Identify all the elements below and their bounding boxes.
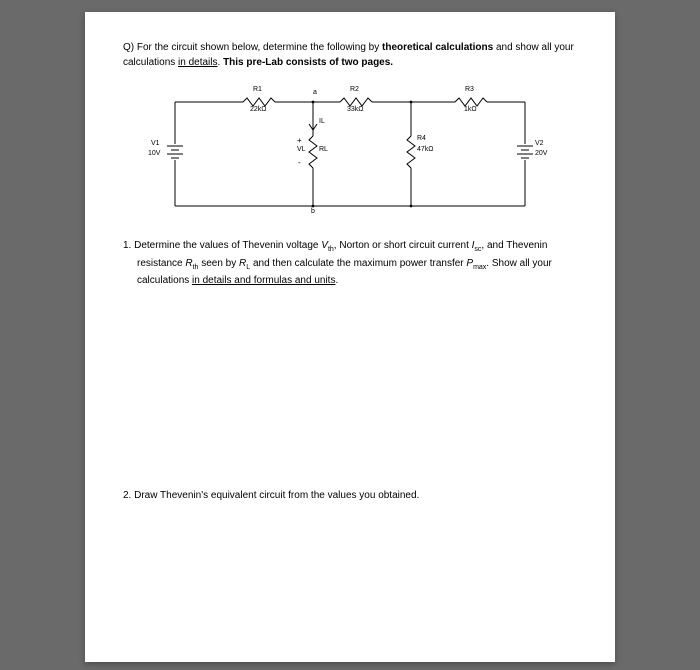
question-intro: Q) For the circuit shown below, determin… — [123, 40, 577, 70]
q1-t7: . — [335, 275, 338, 286]
q1-t4: seen by — [198, 258, 239, 269]
q1-t5: and then calculate the maximum power tra… — [250, 258, 466, 269]
v2-name: V2 — [535, 140, 544, 147]
intro-prefix: Q) For the circuit shown below, determin… — [123, 42, 382, 53]
intro-bold1: theoretical calculations — [382, 42, 493, 53]
q1-t2: , Norton or short circuit current — [334, 240, 472, 251]
v2-value: 20V — [535, 150, 547, 157]
r4-value: 47kΩ — [417, 146, 434, 153]
vl-minus: - — [298, 158, 301, 167]
q2-num: 2. — [123, 490, 134, 501]
vl-plus: + — [297, 136, 302, 145]
v1-name: V1 — [151, 140, 160, 147]
q1-pmax-sub: max — [473, 264, 486, 271]
node-b: b — [311, 208, 315, 215]
il-label: IL — [319, 118, 325, 125]
q1-t1: Determine the values of Thevenin voltage — [134, 240, 321, 251]
q1-under: in details and formulas and units — [192, 275, 335, 286]
intro-bold2: This pre-Lab consists of two pages. — [223, 57, 393, 68]
circuit-box: R1 22kΩ R2 33kΩ R3 1kΩ R4 47kΩ RL VL + -… — [145, 88, 555, 218]
r1-value: 22kΩ — [250, 106, 267, 113]
r2-value: 33kΩ — [347, 106, 364, 113]
q2-text: Draw Thevenin's equivalent circuit from … — [134, 490, 419, 501]
node-a: a — [313, 89, 317, 96]
question-2: 2. Draw Thevenin's equivalent circuit fr… — [123, 488, 577, 503]
rl-label: RL — [319, 146, 328, 153]
r3-name: R3 — [465, 86, 474, 93]
question-1: 1. Determine the values of Thevenin volt… — [123, 238, 577, 288]
r1-name: R1 — [253, 86, 262, 93]
r2-name: R2 — [350, 86, 359, 93]
vl-label: VL — [297, 146, 306, 153]
q1-rth: R — [185, 258, 192, 269]
intro-under1: in details — [178, 57, 217, 68]
q1-num: 1. — [123, 240, 134, 251]
r3-value: 1kΩ — [464, 106, 477, 113]
document-page: Q) For the circuit shown below, determin… — [85, 12, 615, 662]
q1-vth: V — [321, 240, 328, 251]
circuit-figure: R1 22kΩ R2 33kΩ R3 1kΩ R4 47kΩ RL VL + -… — [123, 88, 577, 218]
r4-name: R4 — [417, 135, 426, 142]
v1-value: 10V — [148, 150, 160, 157]
